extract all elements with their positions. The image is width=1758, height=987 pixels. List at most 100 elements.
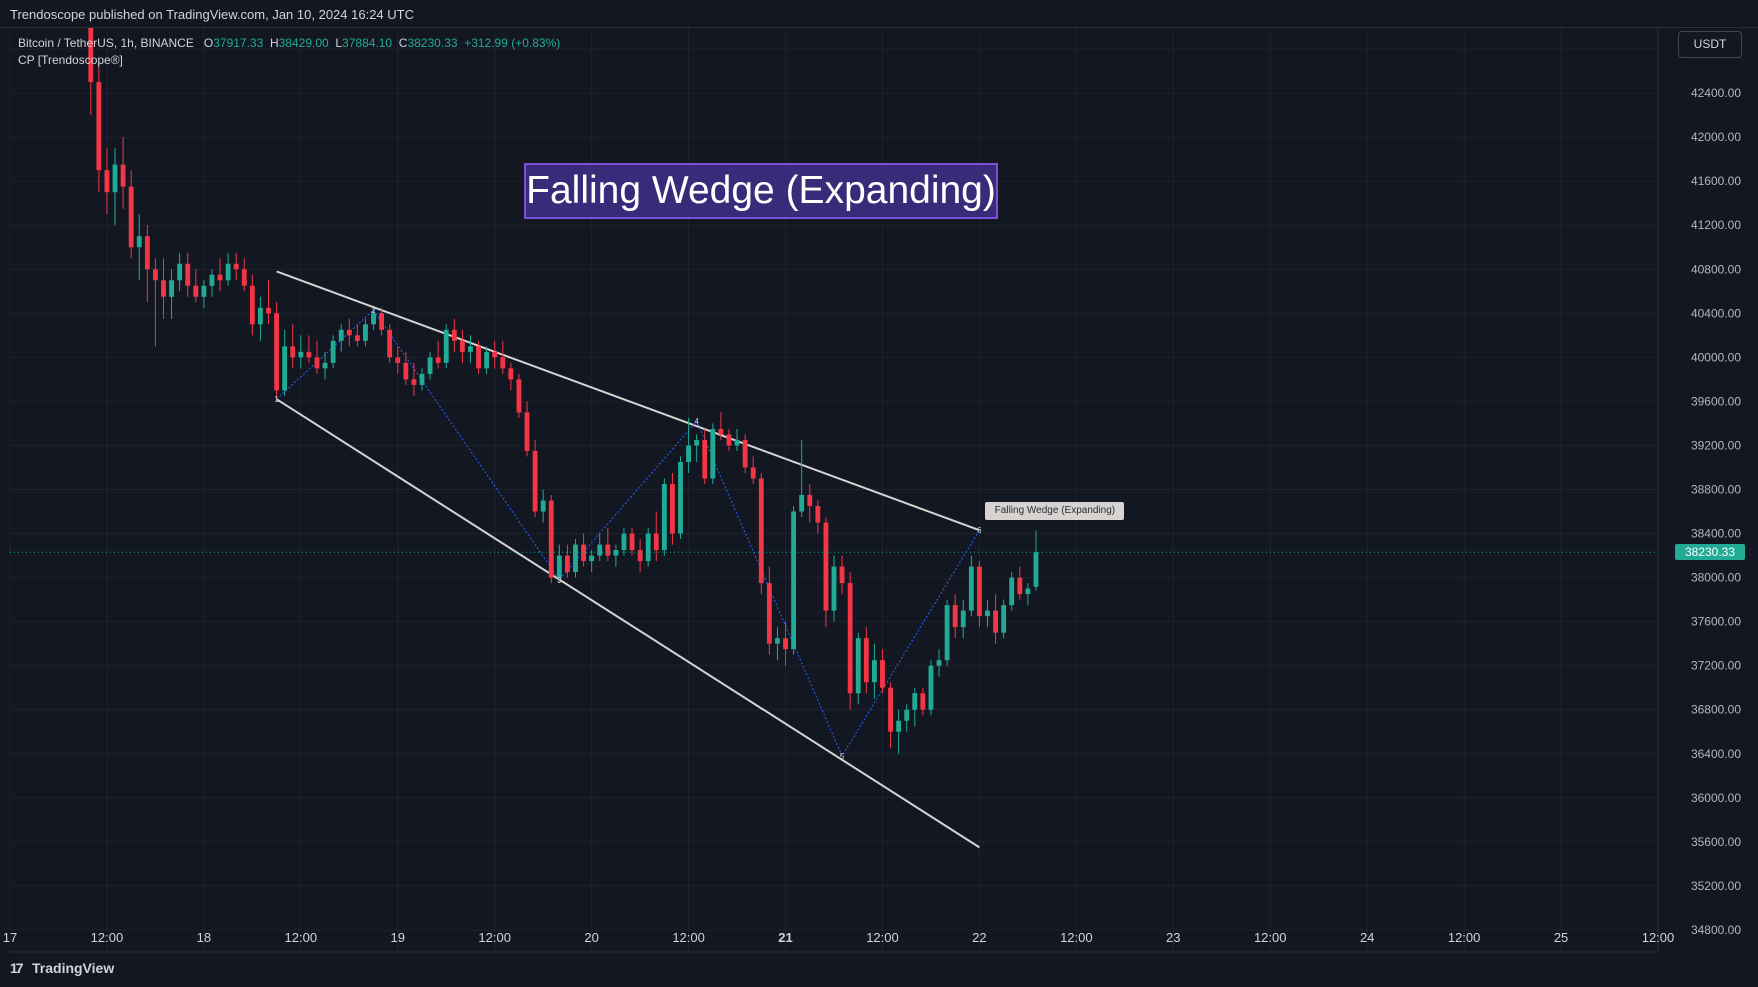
candle-body	[1025, 588, 1031, 595]
candle-body	[152, 269, 158, 281]
candle-body	[1033, 552, 1039, 587]
candle-body	[516, 379, 522, 413]
candle-body	[201, 285, 207, 297]
candle-body	[177, 263, 183, 281]
price-tick-label: 36800.00	[1691, 703, 1741, 717]
price-axis-bg[interactable]	[1658, 27, 1758, 952]
candle-body	[597, 544, 603, 556]
candle-body	[815, 506, 821, 523]
candle-body	[573, 544, 578, 573]
pivot-label: 1	[274, 395, 279, 404]
symbol-name[interactable]: Bitcoin / TetherUS, 1h, BINANCE	[18, 36, 194, 50]
candle-body	[742, 439, 748, 468]
candle-body	[791, 511, 797, 650]
candle-body	[435, 357, 441, 363]
candle-body	[314, 357, 320, 369]
candle-body	[217, 274, 223, 281]
time-tick-label: 25	[1554, 930, 1568, 945]
candle-body	[282, 346, 288, 391]
time-tick-label: 20	[584, 930, 598, 945]
candle-body	[508, 368, 514, 380]
candle-body	[1001, 605, 1007, 633]
candle-body	[564, 555, 570, 573]
time-tick-label: 12:00	[478, 930, 511, 945]
close-value: 38230.33	[407, 36, 458, 50]
candle-body	[209, 274, 215, 286]
candle-body	[702, 439, 708, 479]
candle-body	[540, 500, 546, 512]
candle-body	[371, 313, 376, 325]
candle-body	[896, 720, 902, 732]
candle-body	[225, 263, 231, 281]
low-label: L	[335, 36, 343, 50]
candle-body	[807, 495, 813, 507]
candle-body	[96, 82, 102, 171]
candle-body	[322, 362, 328, 369]
candle-body	[169, 280, 174, 297]
candle-body	[758, 478, 764, 584]
price-tick-label: 38400.00	[1691, 527, 1741, 541]
candle-body	[346, 329, 352, 336]
chart-legend[interactable]: Bitcoin / TetherUS, 1h, BINANCE O37917.3…	[18, 35, 560, 69]
candle-body	[500, 357, 506, 369]
candle-body	[524, 412, 530, 451]
time-tick-label: 12:00	[1060, 930, 1093, 945]
price-tick-label: 40000.00	[1691, 350, 1741, 364]
candle-body	[888, 687, 893, 732]
candle-body	[823, 522, 829, 611]
pivot-label: 4	[694, 417, 699, 426]
candle-body	[338, 329, 344, 341]
time-tick-label: 18	[197, 930, 211, 945]
price-tick-label: 34800.00	[1691, 923, 1741, 937]
price-tick-label: 36400.00	[1691, 747, 1741, 761]
candle-body	[395, 357, 401, 363]
high-value: 38429.00	[278, 36, 329, 50]
candle-body	[678, 461, 683, 534]
candle-body	[750, 467, 756, 479]
time-tick-label: 21	[778, 930, 792, 945]
candle-body	[670, 483, 675, 534]
time-tick-label: 12:00	[285, 930, 318, 945]
candle-body	[120, 164, 126, 187]
candle-body	[863, 638, 869, 683]
open-label: O	[203, 36, 214, 50]
time-tick-label: 17	[3, 930, 17, 945]
price-tick-label: 40800.00	[1691, 262, 1741, 276]
candle-body	[459, 340, 465, 352]
candle-body	[379, 313, 385, 330]
time-tick-label: 12:00	[91, 930, 124, 945]
candle-body	[443, 329, 449, 363]
candle-body	[193, 285, 199, 297]
candle-body	[944, 605, 950, 661]
currency-button[interactable]: USDT	[1678, 31, 1742, 58]
candle-body	[661, 483, 667, 551]
candle-body	[476, 346, 481, 369]
candle-body	[112, 164, 118, 193]
tradingview-logo-icon: 17	[10, 960, 24, 976]
high-label: H	[269, 36, 279, 50]
candle-body	[637, 550, 643, 562]
candle-body	[468, 346, 473, 352]
candle-body	[775, 638, 780, 644]
price-tick-label: 42400.00	[1691, 86, 1741, 100]
candle-body	[718, 428, 724, 435]
candle-body	[645, 533, 651, 562]
pivot-label: 3	[557, 576, 562, 585]
price-tick-label: 39600.00	[1691, 394, 1741, 408]
candle-body	[298, 351, 304, 358]
indicator-name[interactable]: CP [Trendoscope®]	[18, 53, 123, 67]
candle-body	[249, 285, 255, 325]
price-tick-label: 40400.00	[1691, 306, 1741, 320]
close-label: C	[398, 36, 408, 50]
candles	[88, 4, 1039, 754]
candle-body	[161, 280, 166, 297]
price-tick-label: 41600.00	[1691, 174, 1741, 188]
tradingview-watermark[interactable]: 17 TradingView	[10, 960, 114, 976]
candle-body	[928, 665, 934, 710]
pivot-label: 5	[840, 752, 845, 761]
time-tick-label: 12:00	[1642, 930, 1675, 945]
candle-body	[330, 340, 336, 363]
candle-body	[354, 335, 360, 341]
candle-body	[144, 236, 150, 270]
